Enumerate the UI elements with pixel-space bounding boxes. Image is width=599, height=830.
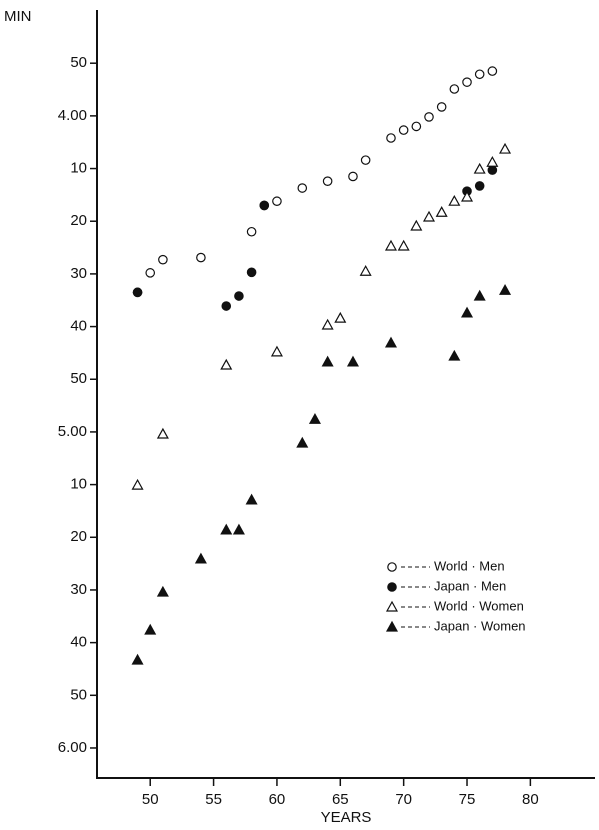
data-point — [321, 318, 334, 330]
data-point — [131, 478, 144, 490]
data-point — [232, 523, 245, 535]
data-point — [272, 196, 282, 207]
data-point — [221, 301, 232, 311]
data-point — [398, 125, 409, 135]
data-point — [486, 155, 499, 167]
data-point — [156, 427, 169, 439]
y-tick-label: 50 — [70, 370, 87, 387]
data-point — [462, 77, 472, 87]
data-point — [448, 349, 461, 361]
data-point — [322, 176, 333, 186]
data-point — [144, 623, 157, 635]
data-point — [220, 523, 233, 535]
data-point — [259, 200, 270, 211]
y-tick-label: 30 — [70, 265, 87, 282]
data-point — [246, 267, 257, 278]
data-point — [196, 252, 206, 263]
y-tick-label: 4.00 — [58, 107, 87, 124]
y-tick-label: 40 — [70, 634, 87, 651]
data-point — [397, 239, 410, 251]
data-point — [359, 265, 372, 276]
legend-label: World · Men — [434, 558, 505, 573]
legend-marker — [387, 562, 397, 572]
data-point — [132, 287, 143, 298]
data-point — [460, 306, 474, 318]
y-tick-label: 20 — [70, 528, 87, 545]
data-point — [246, 226, 257, 237]
x-tick-label: 60 — [269, 791, 286, 808]
y-tick-label: 30 — [70, 581, 87, 598]
data-point — [346, 355, 359, 367]
data-point — [473, 162, 486, 174]
data-point — [448, 194, 461, 206]
data-point — [297, 183, 308, 193]
data-point — [245, 493, 258, 505]
y-tick-label: 20 — [70, 212, 87, 229]
data-point — [424, 112, 434, 122]
legend-label: World · Women — [434, 598, 524, 613]
y-axis-label: MIN — [4, 8, 32, 25]
data-point — [386, 133, 396, 143]
data-point — [449, 84, 460, 94]
x-tick-label: 70 — [395, 791, 412, 808]
legend-label: Japan · Women — [434, 618, 526, 633]
x-tick-label: 75 — [459, 791, 476, 808]
data-point — [194, 552, 207, 564]
data-point — [474, 181, 485, 191]
data-point — [296, 436, 309, 448]
data-point — [131, 653, 144, 665]
legend-marker — [385, 600, 399, 612]
data-point — [499, 283, 512, 295]
legend-marker — [385, 620, 399, 632]
data-point — [360, 155, 371, 165]
data-point — [321, 355, 334, 367]
legend-marker — [387, 582, 397, 592]
x-axis-label: YEARS — [321, 809, 372, 826]
y-tick-label: 50 — [70, 54, 87, 71]
data-point — [220, 358, 233, 370]
y-tick-label: 50 — [70, 686, 87, 703]
data-point — [473, 289, 486, 301]
y-tick-label: 5.00 — [58, 423, 87, 440]
data-point — [487, 66, 498, 76]
x-tick-label: 80 — [522, 791, 539, 808]
legend-label: Japan · Men — [434, 578, 506, 593]
data-point — [435, 206, 448, 217]
data-point — [499, 142, 512, 154]
data-point — [411, 121, 422, 132]
data-point — [308, 413, 321, 424]
y-tick-label: 10 — [70, 476, 87, 493]
data-point — [156, 585, 169, 597]
y-tick-label: 40 — [70, 318, 87, 335]
data-point — [474, 69, 485, 80]
data-point — [270, 345, 283, 357]
y-tick-label: 10 — [70, 160, 87, 177]
data-point — [334, 311, 347, 323]
data-point — [436, 102, 447, 112]
data-point — [384, 336, 398, 348]
y-tick-label: 6.00 — [58, 739, 87, 756]
x-tick-label: 50 — [142, 791, 159, 808]
data-point — [348, 171, 358, 182]
x-tick-label: 65 — [332, 791, 349, 808]
data-point — [410, 219, 423, 231]
data-point — [234, 291, 244, 301]
x-tick-label: 55 — [205, 791, 222, 808]
data-point — [487, 165, 498, 175]
data-point — [460, 190, 474, 202]
data-point — [422, 210, 436, 222]
data-point — [145, 268, 156, 278]
data-point — [158, 254, 168, 265]
data-point — [384, 239, 398, 251]
